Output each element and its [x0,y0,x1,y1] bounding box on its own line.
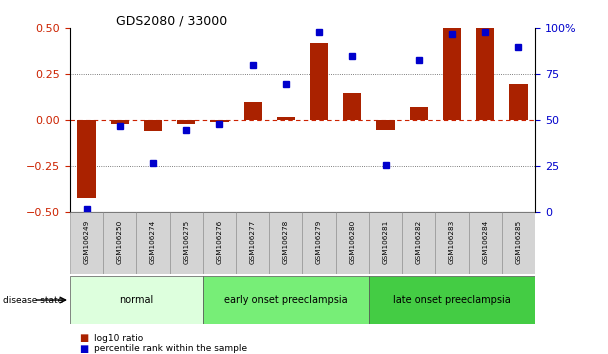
Bar [210,120,229,122]
Text: ■: ■ [79,333,88,343]
Bar [136,212,170,274]
Bar [510,84,528,120]
Bar [369,212,402,274]
Bar [170,212,203,274]
Bar [236,212,269,274]
Text: GSM106285: GSM106285 [516,220,522,264]
Bar [70,212,103,274]
Bar [244,102,262,120]
Bar [70,276,203,324]
Text: normal: normal [119,295,153,305]
Text: disease state: disease state [3,296,63,304]
Bar [443,28,461,120]
Bar [277,117,295,120]
Text: GDS2080 / 33000: GDS2080 / 33000 [116,14,227,27]
Bar [310,43,328,120]
Bar [77,120,95,198]
Text: GSM106284: GSM106284 [482,220,488,264]
Bar [144,120,162,131]
Bar [502,212,535,274]
Text: GSM106283: GSM106283 [449,220,455,264]
Bar [476,28,494,120]
Bar [203,276,369,324]
Text: ■: ■ [79,344,88,354]
Text: GSM106276: GSM106276 [216,220,223,264]
Text: GSM106249: GSM106249 [83,220,89,264]
Bar [410,108,428,120]
Bar [435,212,469,274]
Text: GSM106250: GSM106250 [117,220,123,264]
Text: late onset preeclampsia: late onset preeclampsia [393,295,511,305]
Text: GSM106281: GSM106281 [382,220,389,264]
Bar [336,212,369,274]
Text: GSM106274: GSM106274 [150,220,156,264]
Text: GSM106280: GSM106280 [350,220,355,264]
Bar [369,276,535,324]
Text: GSM106277: GSM106277 [250,220,255,264]
Text: GSM106275: GSM106275 [183,220,189,264]
Bar [343,93,361,120]
Bar [376,120,395,130]
Text: GSM106278: GSM106278 [283,220,289,264]
Bar [111,120,129,124]
Bar [469,212,502,274]
Bar [269,212,302,274]
Text: log10 ratio: log10 ratio [94,333,143,343]
Bar [203,212,236,274]
Bar [302,212,336,274]
Bar [103,212,136,274]
Text: percentile rank within the sample: percentile rank within the sample [94,344,247,353]
Bar [177,120,195,124]
Text: GSM106282: GSM106282 [416,220,422,264]
Text: GSM106279: GSM106279 [316,220,322,264]
Text: early onset preeclampsia: early onset preeclampsia [224,295,348,305]
Bar [402,212,435,274]
